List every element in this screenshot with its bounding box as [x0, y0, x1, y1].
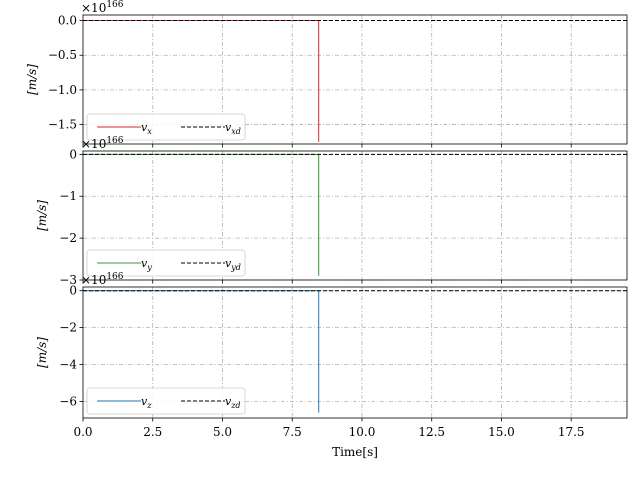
y-tick-label: −1.0 — [48, 83, 77, 97]
x-tick-label: 7.5 — [283, 425, 302, 439]
axes-frame — [82, 150, 628, 281]
x-axis-label: Time[s] — [332, 445, 378, 459]
legend: vx vxd — [86, 113, 246, 141]
x-tick-label: 12.5 — [418, 425, 445, 439]
y-tick-label: −3 — [59, 273, 77, 287]
axes-frame — [82, 286, 628, 419]
legend-box — [86, 387, 246, 415]
y-tick-label: −6 — [59, 394, 77, 408]
y-tick-label: −2 — [59, 321, 77, 335]
y-tick-label: −1 — [59, 189, 77, 203]
legend-subscript: z — [146, 401, 152, 410]
offset-exponent: 166 — [106, 272, 123, 282]
y-tick-label: −4 — [59, 357, 77, 371]
legend: vz vzd — [86, 387, 246, 415]
offset-exponent: 166 — [106, 0, 123, 10]
x-tick-label: 0.0 — [73, 425, 92, 439]
x-tick-label: 5.0 — [213, 425, 232, 439]
offset-exponent: 166 — [106, 136, 123, 146]
y-axis-label: [m/s] — [25, 64, 39, 95]
x-tick-label: 15.0 — [488, 425, 515, 439]
legend-label-v-z: vz — [141, 395, 152, 410]
legend-box — [86, 113, 246, 141]
y-tick-label: −1.5 — [48, 118, 77, 132]
offset-text: ×10166 — [81, 0, 124, 15]
legend-label-v-x: vx — [141, 121, 152, 136]
y-tick-label: 0.0 — [58, 14, 77, 28]
legend-subscript: xd — [231, 127, 241, 136]
legend-subscript: x — [147, 127, 152, 136]
y-tick-label: 0 — [69, 284, 77, 298]
offset-text: ×10166 — [81, 136, 124, 151]
x-tick-label: 2.5 — [143, 425, 162, 439]
legend-label-v-y: vy — [141, 257, 152, 272]
y-axis-label: [m/s] — [35, 200, 49, 231]
legend-subscript: y — [146, 263, 152, 272]
offset-text: ×10166 — [81, 272, 124, 287]
y-tick-label: −0.5 — [48, 48, 77, 62]
axes-frame — [82, 14, 628, 145]
legend-subscript: yd — [230, 263, 241, 272]
subplot-2: 0 −1 −2 −3 ×10166 [m/s] vy vyd — [35, 136, 628, 287]
x-tick-label: 17.5 — [558, 425, 585, 439]
x-tick-label: 10.0 — [349, 425, 376, 439]
legend: vy vyd — [86, 249, 246, 277]
subplot-1: 0.0 −0.5 −1.0 −1.5 ×10166 [m/s] vx vxd — [25, 0, 628, 148]
y-tick-label: 0 — [69, 147, 77, 161]
subplot-3: 0 −2 −4 −6 0.0 2.5 5.0 7.5 10.0 12.5 15.0 17.5 ×1016… — [35, 272, 628, 459]
legend-subscript: zd — [230, 401, 240, 410]
y-axis-label: [m/s] — [35, 337, 49, 368]
legend-box — [86, 249, 246, 277]
y-tick-label: −2 — [59, 231, 77, 245]
